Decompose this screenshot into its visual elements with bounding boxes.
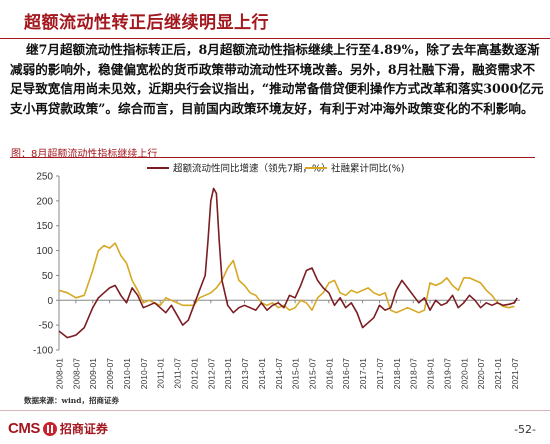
x-tick-label: 2008-07 [71, 358, 81, 389]
chart-caption-divider [10, 157, 535, 158]
x-tick-label: 2014-07 [274, 358, 284, 389]
x-tick-label: 2016-01 [324, 358, 334, 389]
slide-title: 超额流动性转正后继续明显上行 [24, 13, 269, 33]
y-tick-label: 250 [36, 172, 53, 183]
y-axis: 250 200 150 100 50 0 -50 -100 [33, 172, 60, 357]
x-tick-label: 2020-01 [459, 358, 469, 389]
footer-divider [0, 410, 550, 411]
x-tick-label: 2021-07 [510, 358, 520, 389]
x-tick-label: 2011-01 [156, 358, 166, 389]
x-tick-label: 2019-01 [426, 358, 436, 389]
legend-label-social: 社融累计同比(%) [331, 163, 404, 175]
series-line-excess [58, 187, 518, 339]
body-text: 继7月超额流动性指标转正后，8月超额流动性指标继续上行至4.89%，除了去年高基… [10, 42, 544, 116]
x-tick-label: 2010-07 [139, 358, 149, 389]
company-logo: CMS 招商证券 [8, 420, 108, 437]
x-tick-label: 2009-01 [88, 358, 98, 389]
body-paragraph: 继7月超额流动性指标转正后，8月超额流动性指标继续上行至4.89%，除了去年高基… [10, 40, 545, 118]
x-tick-label: 2016-07 [341, 358, 351, 389]
x-tick-label: 2020-07 [476, 358, 486, 389]
x-tick-label: 2013-01 [223, 358, 233, 389]
x-tick-label: 2019-07 [442, 358, 452, 389]
x-tick-label: 2010-01 [122, 358, 132, 389]
y-tick-label: 200 [36, 196, 53, 207]
y-tick-label: 150 [36, 221, 53, 232]
x-tick-label: 2012-07 [206, 358, 216, 389]
y-tick-label: -50 [39, 321, 54, 332]
page-number: -52- [514, 423, 536, 436]
y-tick-label: -100 [33, 346, 53, 357]
chart-lines [58, 187, 518, 339]
chart-caption: 图：8月超额流动性指标继续上行 [11, 149, 158, 160]
y-tick-label: 0 [47, 296, 53, 307]
x-tick-label: 2021-01 [493, 358, 503, 389]
x-tick-label: 2014-01 [257, 358, 267, 389]
x-tick-label: 2009-07 [105, 358, 115, 389]
logo-chinese-text: 招商证券 [59, 422, 108, 436]
x-tick-label: 2018-07 [409, 358, 419, 389]
data-source: 数据来源：wind，招商证券 [24, 396, 120, 405]
y-tick-label: 50 [42, 271, 54, 282]
legend-label-excess: 超额流动性同比增速（领先7期，%） [173, 163, 331, 175]
x-tick-label: 2012-01 [189, 358, 199, 389]
x-tick-label: 2017-01 [358, 358, 368, 389]
x-tick-label: 2018-01 [392, 358, 402, 389]
x-tick-label: 2017-07 [375, 358, 385, 389]
x-tick-label: 2008-01 [55, 358, 65, 389]
x-tick-label: 2015-07 [307, 358, 317, 389]
x-tick-label: 2013-07 [240, 358, 250, 389]
logo-cms-text: CMS [8, 420, 40, 437]
x-axis: 2008-01 2008-07 2009-01 2009-07 2010-01 2010-… [55, 299, 520, 389]
x-tick-label: 2011-07 [173, 358, 183, 389]
logo-mark-icon [42, 421, 57, 436]
y-tick-label: 100 [36, 246, 53, 257]
series-line-social [58, 242, 515, 314]
title-divider [0, 38, 550, 39]
chart-legend: 超额流动性同比增速（领先7期，%） 社融累计同比(%) [147, 163, 404, 175]
x-tick-label: 2015-01 [291, 358, 301, 389]
